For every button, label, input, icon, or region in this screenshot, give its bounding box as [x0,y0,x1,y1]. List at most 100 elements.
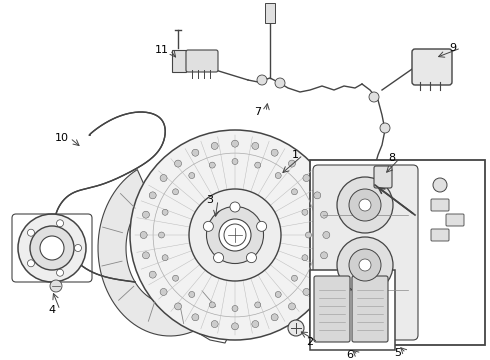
FancyBboxPatch shape [352,276,388,342]
Circle shape [224,224,246,246]
Text: 9: 9 [449,43,457,53]
Circle shape [359,259,371,271]
Circle shape [257,75,267,85]
Circle shape [214,253,223,263]
Circle shape [337,177,393,233]
Circle shape [337,237,393,293]
Circle shape [314,192,321,199]
FancyBboxPatch shape [314,276,350,342]
Circle shape [56,220,64,227]
Circle shape [143,211,149,218]
Text: 11: 11 [155,45,169,55]
Circle shape [209,162,215,168]
Circle shape [160,175,167,181]
Bar [310,270,395,350]
Circle shape [275,172,281,179]
Circle shape [232,158,238,165]
Circle shape [172,275,178,281]
FancyBboxPatch shape [412,49,452,85]
Circle shape [209,302,215,308]
Circle shape [323,231,330,238]
Circle shape [255,302,261,308]
Circle shape [369,92,379,102]
Circle shape [349,249,381,281]
Circle shape [255,162,261,168]
Circle shape [252,143,259,149]
Circle shape [149,271,156,278]
Circle shape [314,271,321,278]
Circle shape [27,229,34,236]
Circle shape [292,189,297,195]
Polygon shape [98,170,242,336]
Circle shape [288,320,304,336]
Text: 3: 3 [206,195,214,205]
FancyBboxPatch shape [431,229,449,241]
Text: 10: 10 [55,133,69,143]
Circle shape [219,219,251,251]
Bar [172,50,186,72]
Circle shape [30,226,74,270]
Text: 5: 5 [394,348,401,358]
Circle shape [189,189,281,281]
Circle shape [130,130,340,340]
FancyBboxPatch shape [374,166,392,188]
Circle shape [320,211,327,218]
Circle shape [252,320,259,328]
Circle shape [56,269,64,276]
Bar [265,3,275,23]
Circle shape [162,209,168,215]
Circle shape [302,209,308,215]
Circle shape [40,236,64,260]
Circle shape [158,232,165,238]
Circle shape [302,255,308,261]
Circle shape [160,288,167,296]
Text: 6: 6 [346,350,353,360]
Text: 1: 1 [292,150,298,160]
Circle shape [271,149,278,156]
Circle shape [74,244,81,252]
Circle shape [246,253,256,263]
Circle shape [257,221,267,231]
Circle shape [349,189,381,221]
Text: 7: 7 [254,107,262,117]
FancyBboxPatch shape [446,214,464,226]
Circle shape [162,255,168,261]
Circle shape [380,123,390,133]
Text: 4: 4 [49,305,55,315]
Circle shape [231,323,239,330]
Circle shape [305,232,312,238]
Circle shape [292,275,297,281]
Circle shape [50,280,62,292]
FancyBboxPatch shape [186,50,218,72]
Bar [310,160,485,345]
Text: 2: 2 [306,337,314,347]
Circle shape [303,175,310,181]
Circle shape [192,149,199,156]
Circle shape [192,314,199,321]
Circle shape [275,78,285,88]
Text: 8: 8 [389,153,395,163]
Circle shape [230,202,240,212]
Circle shape [232,306,238,311]
Circle shape [271,314,278,321]
Circle shape [211,320,218,328]
FancyBboxPatch shape [313,165,418,340]
Circle shape [275,292,281,297]
Circle shape [174,303,181,310]
Circle shape [320,252,327,259]
Circle shape [18,214,86,282]
Circle shape [206,207,264,264]
Circle shape [203,221,213,231]
Circle shape [143,252,149,259]
Circle shape [27,260,34,267]
Circle shape [189,292,195,297]
Circle shape [140,231,147,238]
Circle shape [433,178,447,192]
Circle shape [231,140,239,147]
Circle shape [303,288,310,296]
Circle shape [149,192,156,199]
Circle shape [359,199,371,211]
Circle shape [289,303,295,310]
Circle shape [189,172,195,179]
Circle shape [172,189,178,195]
